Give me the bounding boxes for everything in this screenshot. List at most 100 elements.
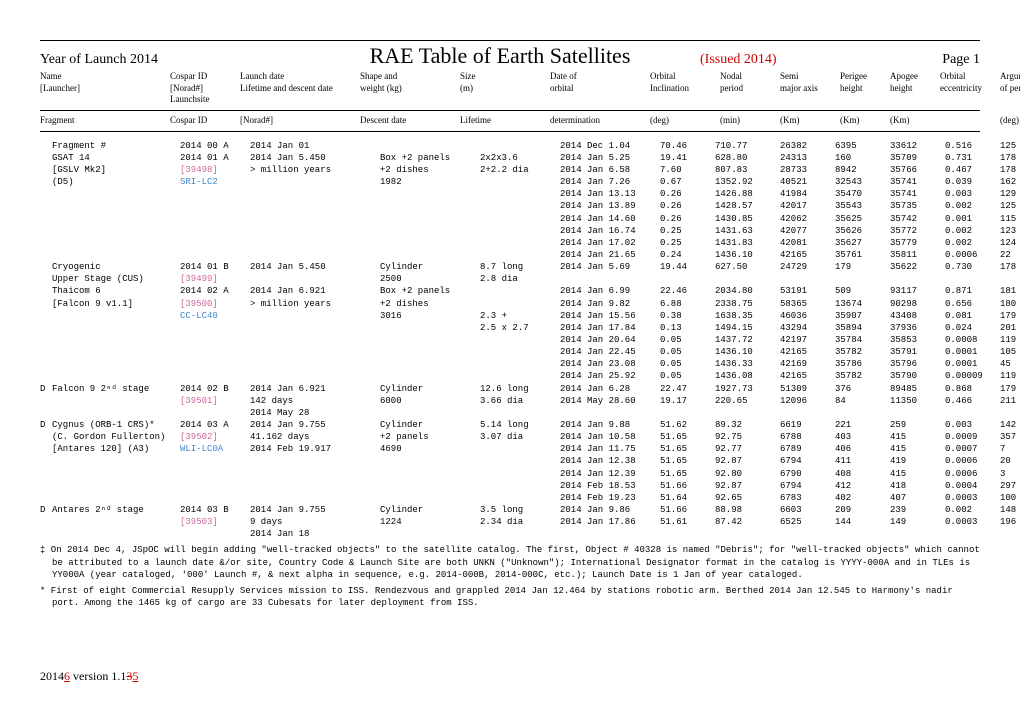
- table-row: [39503]9 days12242.34 dia2014 Jan 17.865…: [40, 516, 980, 528]
- table-cell: > million years: [250, 298, 380, 310]
- table-cell: Falcon 9 2ⁿᵈ stage: [52, 383, 180, 395]
- column-label: [Launcher]: [40, 83, 170, 106]
- table-row: 2014 Jan 18: [40, 528, 980, 540]
- year-of-launch: Year of Launch 2014: [40, 52, 300, 68]
- table-cell: 35543: [835, 200, 890, 212]
- table-cell: 180: [1000, 298, 1020, 310]
- table-cell: 149: [890, 516, 945, 528]
- table-row: 2014 Feb 19.2351.6492.6567834024070.0003…: [40, 492, 980, 504]
- table-cell: [250, 358, 380, 370]
- table-cell: 2014 Jan 7.26: [560, 176, 660, 188]
- table-cell: 6789: [780, 443, 835, 455]
- table-cell: 35742: [890, 213, 945, 225]
- table-cell: 2014 Jan 17.02: [560, 237, 660, 249]
- table-cell: [380, 455, 480, 467]
- table-cell: 0.002: [945, 237, 1000, 249]
- table-cell: 7: [1000, 443, 1020, 455]
- issued-year: (Issued 2014): [700, 52, 900, 68]
- column-label: Shape and: [360, 71, 460, 83]
- column-label: weight (kg): [360, 83, 460, 106]
- table-cell: [40, 298, 52, 310]
- table-cell: 179: [1000, 383, 1020, 395]
- table-cell: [250, 188, 380, 200]
- table-cell: 35782: [835, 346, 890, 358]
- table-cell: [40, 285, 52, 297]
- table-cell: 0.003: [945, 188, 1000, 200]
- table-cell: [250, 213, 380, 225]
- table-cell: 19.44: [660, 261, 715, 273]
- table-cell: [250, 176, 380, 188]
- table-cell: [40, 164, 52, 176]
- table-cell: Thaicom 6: [52, 285, 180, 297]
- table-cell: [52, 407, 180, 419]
- table-cell: 2.8 dia: [480, 273, 560, 285]
- table-cell: 2014 Jan 9.86: [560, 504, 660, 516]
- table-cell: 2014 Dec 1.04: [560, 140, 660, 152]
- table-cell: [40, 334, 52, 346]
- table-cell: [180, 468, 250, 480]
- table-cell: [480, 455, 560, 467]
- table-cell: 0.868: [945, 383, 1000, 395]
- column-label: Descent date: [360, 115, 460, 127]
- table-cell: Upper Stage (CUS): [52, 273, 180, 285]
- table-cell: [380, 140, 480, 152]
- table-cell: [660, 273, 715, 285]
- table-cell: [52, 237, 180, 249]
- table-cell: 32543: [835, 176, 890, 188]
- table-row: Thaicom 62014 02 A2014 Jan 6.921Box +2 p…: [40, 285, 980, 297]
- table-row: Fragment #2014 00 A2014 Jan 012014 Dec 1…: [40, 140, 980, 152]
- table-cell: 2014 Jan 9.82: [560, 298, 660, 310]
- column-label: major axis: [780, 83, 840, 106]
- table-cell: 2x2x3.6: [480, 152, 560, 164]
- table-cell: [40, 200, 52, 212]
- table-cell: [250, 322, 380, 334]
- table-cell: [40, 273, 52, 285]
- table-cell: [52, 346, 180, 358]
- table-cell: 209: [835, 504, 890, 516]
- table-cell: Cylinder: [380, 419, 480, 431]
- table-cell: 3: [1000, 468, 1020, 480]
- table-cell: 0.0006: [945, 249, 1000, 261]
- table-cell: 2014 Jan 6.921: [250, 285, 380, 297]
- table-cell: 11350: [890, 395, 945, 407]
- table-cell: 2014 Feb 19.23: [560, 492, 660, 504]
- table-cell: 42197: [780, 334, 835, 346]
- table-row: Cryogenic2014 01 B2014 Jan 5.450Cylinder…: [40, 261, 980, 273]
- column-label: Cospar ID: [170, 71, 240, 83]
- table-cell: [180, 334, 250, 346]
- table-cell: [480, 176, 560, 188]
- table-cell: 35796: [890, 358, 945, 370]
- table-cell: [180, 322, 250, 334]
- table-cell: [180, 358, 250, 370]
- table-cell: [380, 358, 480, 370]
- table-cell: 6.88: [660, 298, 715, 310]
- table-cell: 26382: [780, 140, 835, 152]
- table-row: 2014 Jan 17.020.251431.83420813562735779…: [40, 237, 980, 249]
- table-cell: 1927.73: [715, 383, 780, 395]
- table-row: 2014 Jan 25.920.051436.08421653578235790…: [40, 370, 980, 382]
- table-cell: 1426.88: [715, 188, 780, 200]
- table-cell: 2014 Jan 5.25: [560, 152, 660, 164]
- table-cell: 2014 Feb 18.53: [560, 480, 660, 492]
- table-cell: 412: [835, 480, 890, 492]
- table-cell: 119: [1000, 370, 1020, 382]
- table-cell: 42077: [780, 225, 835, 237]
- table-cell: 259: [890, 419, 945, 431]
- table-cell: 0.0001: [945, 346, 1000, 358]
- table-cell: 46036: [780, 310, 835, 322]
- column-label: Nodal: [720, 71, 780, 83]
- column-label: (Km): [780, 115, 840, 127]
- table-cell: 1352.92: [715, 176, 780, 188]
- table-cell: [52, 334, 180, 346]
- table-cell: [180, 480, 250, 492]
- table-cell: [40, 213, 52, 225]
- table-cell: 35627: [835, 237, 890, 249]
- table-cell: 0.656: [945, 298, 1000, 310]
- table-cell: [715, 407, 780, 419]
- table-row: 2014 Jan 20.640.051437.72421973578435853…: [40, 334, 980, 346]
- table-cell: 1428.57: [715, 200, 780, 212]
- table-cell: 35741: [890, 176, 945, 188]
- table-cell: 2014 Jan 9.755: [250, 419, 380, 431]
- table-cell: 2014 00 A: [180, 140, 250, 152]
- table-cell: 0.730: [945, 261, 1000, 273]
